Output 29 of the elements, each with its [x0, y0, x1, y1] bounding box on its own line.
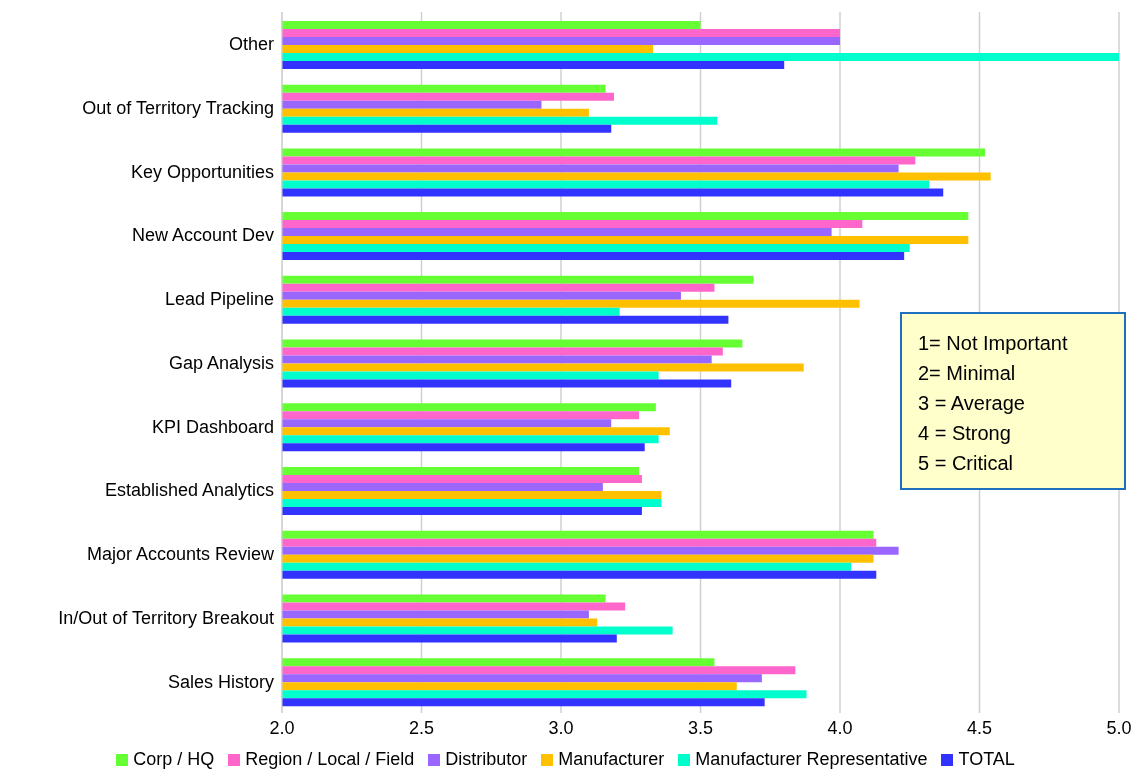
y-tick-label: Key Opportunities [130, 161, 274, 182]
x-tick-label: 4.5 [966, 717, 993, 738]
annotation: 4 = Strong [918, 421, 1012, 446]
legend-label: Corp / HQ [133, 749, 215, 770]
y-tick-label: Sales History [167, 671, 274, 692]
legend-label: Manufacturer Representative [695, 749, 928, 770]
y-tick-label: Other [228, 34, 274, 55]
legend-label: TOTAL [958, 749, 1015, 770]
y-tick-label: Established Analytics [104, 480, 274, 501]
y-tick-label: New Account Dev [131, 225, 274, 246]
annotation: 5 = Critical [918, 451, 1015, 476]
x-tick-label: 3.5 [687, 717, 714, 738]
x-tick-label: 2.5 [408, 717, 435, 738]
x-tick-label: 5.0 [1106, 717, 1132, 738]
x-tick-label: 3.0 [548, 717, 574, 738]
y-tick-label: Lead Pipeline [164, 289, 274, 310]
y-tick-label: In/Out of Territory Breakout [58, 607, 274, 628]
annotation: 1= Not Important [918, 331, 1069, 356]
legend-label: Manufacturer [558, 749, 665, 770]
x-tick-label: 2.0 [269, 717, 295, 738]
y-tick-label: Major Accounts Review [86, 544, 275, 565]
x-tick-label: 4.0 [827, 717, 853, 738]
y-tick-label: Out of Territory Tracking [82, 97, 274, 118]
y-tick-label: KPI Dashboard [151, 416, 274, 437]
y-tick-label: Gap Analysis [168, 352, 274, 373]
legend-label: Distributor [445, 749, 528, 770]
legend-label: Region / Local / Field [245, 749, 415, 770]
annotation: 2= Minimal [918, 361, 1017, 386]
annotation: 3 = Average [918, 391, 1026, 416]
